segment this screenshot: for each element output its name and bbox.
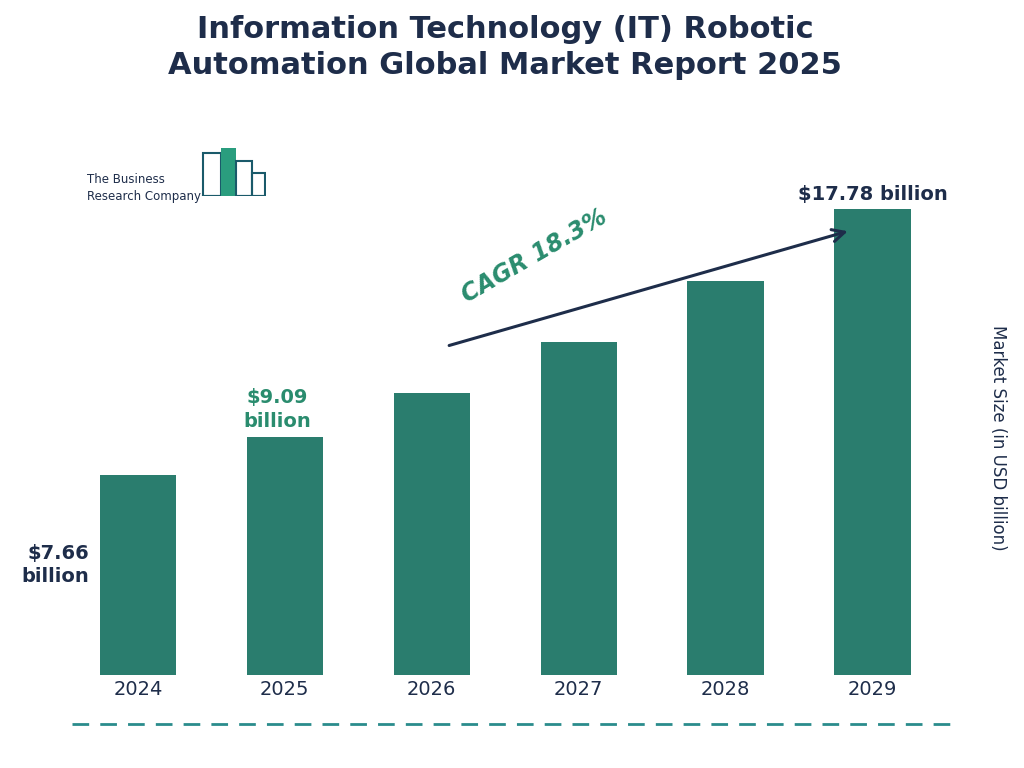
Title: Information Technology (IT) Robotic
Automation Global Market Report 2025: Information Technology (IT) Robotic Auto… [168,15,842,80]
Polygon shape [221,148,237,196]
Text: $17.78 billion: $17.78 billion [798,185,947,204]
Bar [393,393,470,675]
Text: $9.09
billion: $9.09 billion [244,388,311,431]
Bar [541,342,616,675]
Bar [835,210,910,675]
Bar [687,281,764,675]
Text: Market Size (in USD billion): Market Size (in USD billion) [989,325,1008,551]
Bar [247,437,323,675]
Text: CAGR 18.3%: CAGR 18.3% [458,205,611,307]
Text: The Business
Research Company: The Business Research Company [87,173,201,203]
Text: $7.66
billion: $7.66 billion [22,544,89,586]
Bar [99,475,176,675]
